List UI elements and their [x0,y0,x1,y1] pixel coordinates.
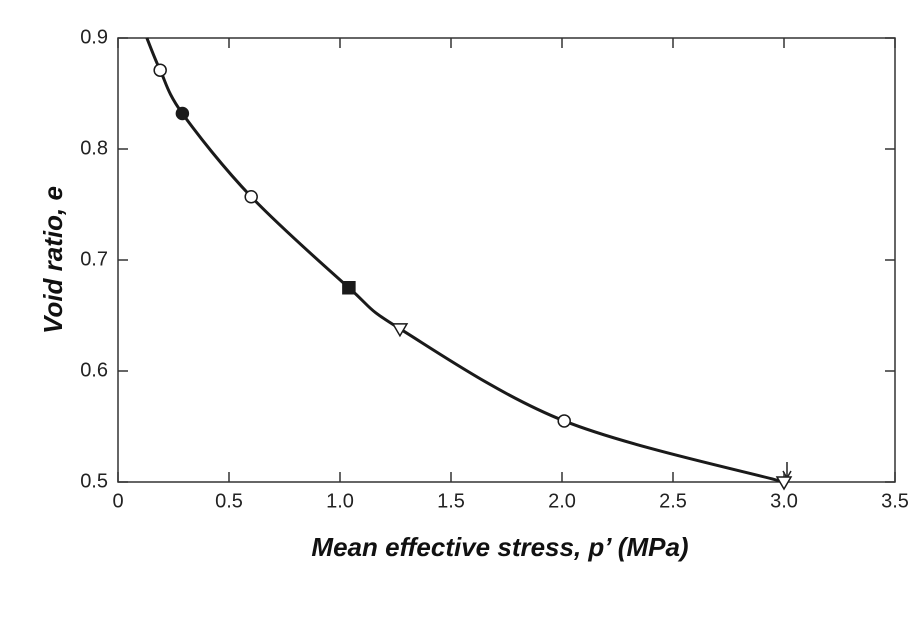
curve [145,37,785,484]
y-tick-label: 0.7 [80,248,108,270]
marker [153,63,167,77]
x-tick-label: 3.5 [881,490,909,512]
marker [342,281,356,295]
marker [775,476,793,491]
y-tick-label: 0.8 [80,137,108,159]
x-axis-label: Mean effective stress, p’ (MPa) [311,532,688,562]
y-tick-label: 0.6 [80,359,108,381]
marker [391,323,409,338]
x-tick-label: 0 [112,490,123,512]
y-tick-label: 0.5 [80,470,108,492]
x-tick-label: 0.5 [215,490,243,512]
x-tick-label: 1.5 [437,490,465,512]
x-tick-label: 3.0 [770,490,798,512]
plot-frame [117,37,896,483]
x-tick-label: 2.0 [548,490,576,512]
marker [175,106,190,121]
x-tick-label: 1.0 [326,490,354,512]
marker [557,414,571,428]
x-tick-label: 2.5 [659,490,687,512]
marker [244,189,258,204]
y-axis-label: Void ratio, e [38,186,68,334]
y-tick-label: 0.9 [80,26,108,48]
